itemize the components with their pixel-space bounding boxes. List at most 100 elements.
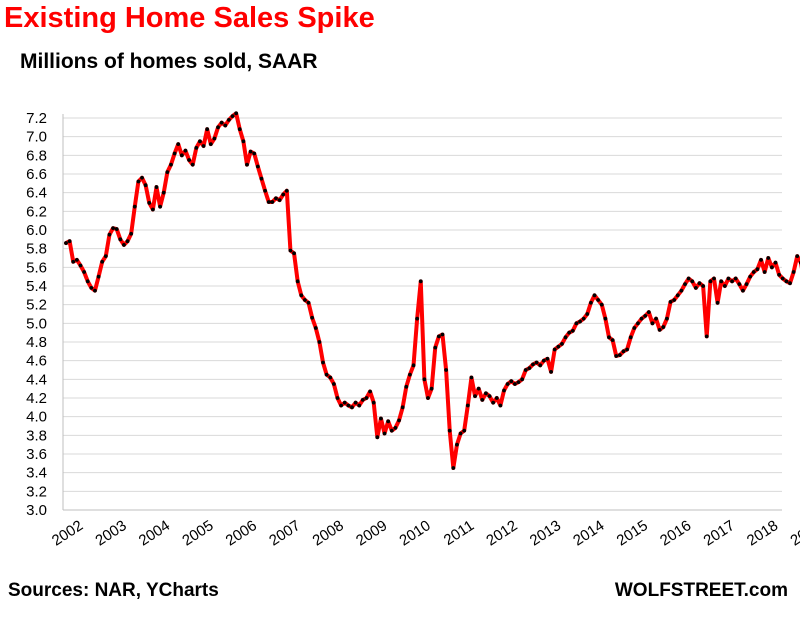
- data-point: [505, 382, 510, 386]
- data-point: [335, 396, 340, 400]
- data-point: [444, 368, 448, 372]
- data-point: [143, 183, 148, 188]
- data-point: [161, 190, 166, 195]
- data-point: [179, 153, 184, 158]
- y-tick-label: 7.0: [26, 129, 47, 146]
- y-tick-label: 5.0: [26, 315, 47, 332]
- data-point: [408, 372, 412, 377]
- data-point: [114, 227, 119, 231]
- data-point: [567, 330, 572, 335]
- data-point: [592, 293, 597, 298]
- data-point: [766, 256, 771, 260]
- data-point: [465, 403, 470, 408]
- data-point: [654, 316, 658, 321]
- data-point: [773, 260, 778, 265]
- data-point: [599, 302, 604, 307]
- data-point: [451, 466, 456, 470]
- data-point: [549, 369, 553, 374]
- data-point: [339, 403, 344, 408]
- data-point: [331, 382, 336, 386]
- y-tick-label: 3.6: [26, 446, 47, 463]
- x-tick-label: 2005: [179, 517, 216, 549]
- data-point: [491, 400, 496, 405]
- data-point: [570, 328, 575, 333]
- data-point: [487, 394, 492, 399]
- x-tick-label: 2002: [49, 517, 86, 549]
- data-point: [169, 162, 173, 167]
- data-point: [730, 279, 734, 284]
- data-point: [556, 344, 561, 349]
- data-point: [140, 175, 144, 180]
- data-point: [516, 380, 521, 385]
- data-point: [154, 185, 159, 189]
- data-point: [418, 279, 423, 284]
- data-point: [190, 162, 195, 167]
- data-point: [538, 363, 543, 368]
- chart-subtitle: Millions of homes sold, SAAR: [20, 50, 318, 73]
- data-point: [158, 204, 163, 209]
- data-point: [469, 375, 474, 380]
- data-point: [288, 248, 293, 253]
- data-point: [125, 239, 130, 244]
- data-point: [107, 232, 112, 237]
- data-point: [585, 312, 590, 316]
- x-tick-label: 2014: [570, 517, 607, 549]
- y-tick-label: 6.4: [26, 185, 47, 202]
- data-point: [632, 326, 637, 330]
- source-note: Sources: NAR, YCharts: [8, 580, 219, 601]
- data-point: [791, 270, 796, 274]
- data-point: [708, 279, 713, 284]
- data-point: [194, 145, 199, 150]
- data-point: [650, 321, 655, 326]
- series-existing-home-sales: [64, 111, 800, 470]
- data-point: [310, 315, 315, 320]
- data-point: [440, 332, 445, 337]
- data-point: [82, 270, 86, 274]
- data-point: [780, 276, 785, 281]
- data-point: [248, 149, 253, 154]
- data-point: [321, 360, 325, 365]
- data-point: [93, 288, 97, 293]
- y-tick-label: 3.4: [26, 465, 47, 482]
- data-point: [371, 400, 376, 405]
- data-point: [274, 196, 278, 201]
- data-point: [433, 345, 438, 350]
- x-tick-label: 2017: [701, 517, 738, 549]
- data-point: [350, 405, 354, 410]
- data-point: [303, 298, 307, 302]
- data-point: [324, 372, 329, 377]
- data-point: [458, 431, 463, 436]
- data-point: [429, 386, 434, 391]
- data-point: [223, 123, 228, 128]
- data-point: [230, 114, 235, 119]
- data-point: [665, 316, 669, 321]
- data-point: [770, 265, 774, 270]
- data-point: [411, 363, 416, 368]
- data-point: [628, 335, 633, 340]
- data-point: [733, 276, 738, 281]
- data-point: [263, 188, 267, 193]
- data-point: [523, 368, 528, 372]
- data-point: [712, 276, 716, 281]
- data-point: [111, 226, 115, 231]
- x-tick-label: 2015: [614, 517, 651, 549]
- data-point: [64, 241, 68, 245]
- data-point: [96, 274, 101, 279]
- data-point: [625, 347, 629, 352]
- data-point: [697, 281, 702, 286]
- data-point: [122, 243, 126, 247]
- x-tick-label: 2019: [787, 517, 800, 549]
- data-point: [306, 300, 311, 305]
- data-point: [578, 319, 582, 324]
- data-point: [715, 300, 720, 305]
- data-point: [755, 267, 760, 272]
- data-point: [353, 400, 358, 405]
- data-point: [317, 340, 322, 344]
- data-point: [299, 293, 304, 298]
- chart-title: Existing Home Sales Spike: [4, 2, 375, 34]
- data-point: [281, 192, 286, 197]
- data-point: [560, 341, 564, 346]
- data-point: [277, 198, 282, 203]
- y-tick-label: 6.6: [26, 166, 47, 183]
